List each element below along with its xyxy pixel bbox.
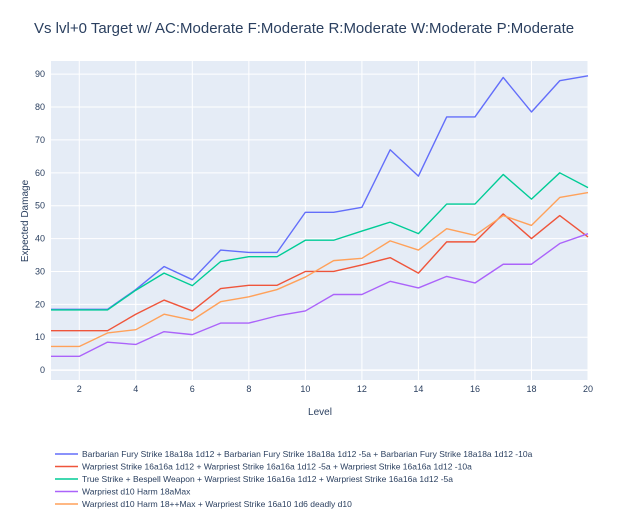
- y-tick-label: 30: [35, 266, 45, 276]
- legend-item-3[interactable]: True Strike + Bespell Weapon + Warpriest…: [55, 474, 453, 484]
- y-tick-label: 90: [35, 69, 45, 79]
- legend-item-1[interactable]: Barbarian Fury Strike 18a18a 1d12 + Barb…: [55, 449, 533, 459]
- legend-label: Warpriest Strike 16a16a 1d12 + Warpriest…: [82, 462, 472, 472]
- x-tick-label: 6: [190, 384, 195, 394]
- legend-label: Barbarian Fury Strike 18a18a 1d12 + Barb…: [82, 449, 533, 459]
- legend-label: Warpriest d10 Harm 18aMax: [82, 487, 191, 497]
- y-tick-label: 40: [35, 234, 45, 244]
- y-tick-label: 20: [35, 299, 45, 309]
- x-tick-label: 8: [246, 384, 251, 394]
- series-line-5: [51, 191, 589, 348]
- series-line-4: [51, 232, 589, 358]
- y-tick-label: 0: [40, 365, 45, 375]
- x-tick-label: 2: [77, 384, 82, 394]
- legend-label: True Strike + Bespell Weapon + Warpriest…: [82, 474, 453, 484]
- x-tick-label: 20: [583, 384, 593, 394]
- x-axis-title: Level: [308, 407, 332, 418]
- grid: [51, 61, 589, 380]
- legend-item-5[interactable]: Warpriest d10 Harm 18++Max + Warpriest S…: [55, 499, 352, 509]
- chart-title: Vs lvl+0 Target w/ AC:Moderate F:Moderat…: [34, 20, 574, 37]
- y-tick-label: 80: [35, 102, 45, 112]
- x-tick-label: 16: [470, 384, 480, 394]
- y-axis-title: Expected Damage: [20, 179, 31, 262]
- series-line-1: [51, 75, 589, 310]
- x-axis-ticks: 2 4 6 8 10 12 14 16 18 20: [77, 384, 593, 394]
- x-tick-label: 4: [133, 384, 138, 394]
- legend-item-2[interactable]: Warpriest Strike 16a16a 1d12 + Warpriest…: [55, 462, 472, 472]
- y-tick-label: 10: [35, 332, 45, 342]
- x-tick-label: 12: [357, 384, 367, 394]
- x-tick-label: 14: [413, 384, 423, 394]
- x-tick-label: 18: [526, 384, 536, 394]
- y-tick-label: 60: [35, 168, 45, 178]
- legend-label: Warpriest d10 Harm 18++Max + Warpriest S…: [82, 499, 352, 509]
- series-line-3: [51, 172, 589, 311]
- y-tick-label: 70: [35, 135, 45, 145]
- y-tick-label: 50: [35, 201, 45, 211]
- series-lines: [51, 75, 589, 358]
- legend[interactable]: Barbarian Fury Strike 18a18a 1d12 + Barb…: [55, 449, 533, 509]
- legend-item-4[interactable]: Warpriest d10 Harm 18aMax: [55, 487, 191, 497]
- y-axis-ticks: 0 10 20 30 40 50 60 70 80 90: [35, 69, 45, 375]
- plot-background: [51, 61, 588, 380]
- x-tick-label: 10: [300, 384, 310, 394]
